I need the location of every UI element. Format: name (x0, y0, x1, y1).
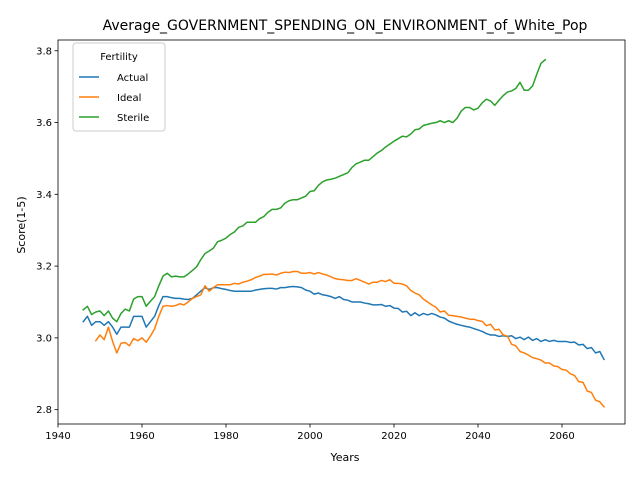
chart-title: Average_GOVERNMENT_SPENDING_ON_ENVIRONME… (103, 18, 588, 34)
y-tick-label: 3.2 (36, 262, 52, 273)
legend-title: Fertility (100, 52, 138, 63)
legend-entries: Actual Ideal Sterile (79, 73, 149, 124)
x-tick-label: 2020 (381, 431, 406, 442)
plot-frame (57, 39, 626, 425)
y-tick-label: 3.0 (36, 333, 52, 344)
y-axis: 2.8 3.0 3.2 3.4 3.6 3.8 (36, 46, 58, 416)
y-tick-label: 3.8 (36, 46, 52, 57)
series-line-ideal (94, 270, 606, 408)
x-axis-label: Years (329, 451, 359, 464)
legend-label-actual: Actual (117, 73, 148, 84)
x-tick-label: 2060 (549, 431, 574, 442)
y-tick-label: 3.6 (36, 118, 52, 129)
x-tick-label: 1980 (213, 431, 238, 442)
x-tick-label: 2040 (465, 431, 490, 442)
y-tick-label: 3.4 (36, 190, 52, 201)
legend-label-ideal: Ideal (117, 93, 141, 104)
x-tick-label: 1960 (129, 431, 154, 442)
legend-frame (72, 42, 166, 132)
x-tick-label: 1940 (45, 431, 70, 442)
legend: Fertility Actual Ideal Sterile (72, 42, 166, 132)
x-axis: 1940 1960 1980 2000 2020 2040 2060 (45, 424, 575, 442)
series-line-actual (82, 285, 606, 361)
y-tick-label: 2.8 (36, 405, 52, 416)
x-tick-label: 2000 (297, 431, 322, 442)
series-layer (82, 58, 606, 408)
legend-label-sterile: Sterile (117, 113, 149, 124)
series-line-sterile (82, 58, 547, 323)
y-axis-label: Score(1-5) (15, 196, 28, 253)
plot-area (57, 39, 626, 425)
